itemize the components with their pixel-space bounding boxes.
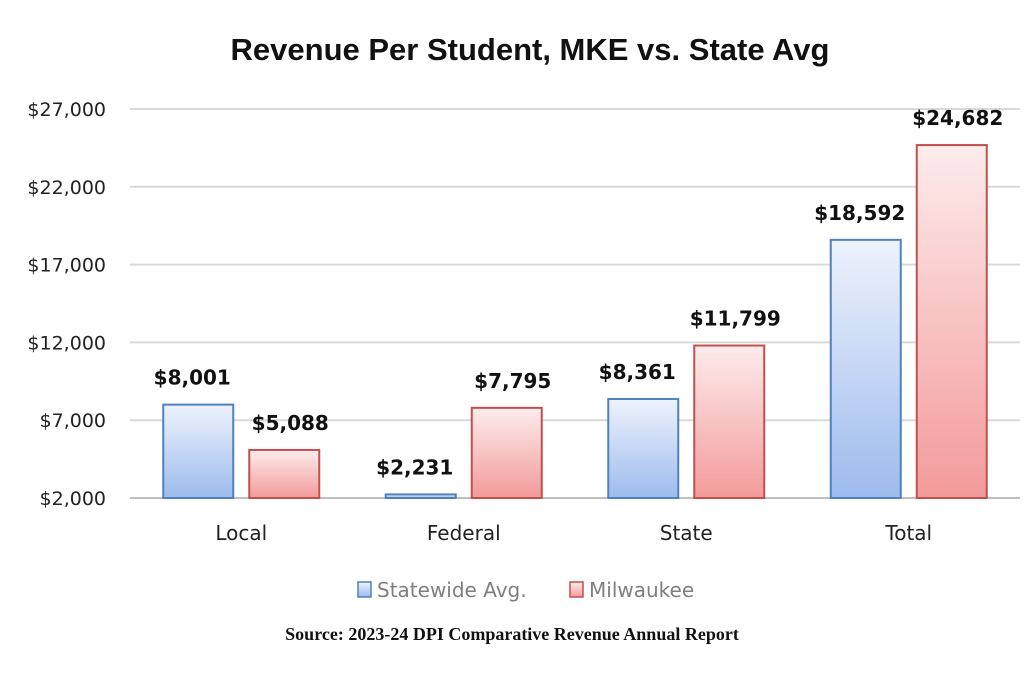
data-label: $8,361	[599, 360, 676, 384]
data-label: $8,001	[154, 366, 231, 390]
data-label: $7,795	[474, 369, 551, 393]
y-tick-label: $27,000	[27, 99, 106, 121]
bars	[162, 144, 988, 500]
source-note: Source: 2023-24 DPI Comparative Revenue …	[285, 624, 739, 644]
bar-statewide-avg-state	[607, 398, 680, 499]
legend-label: Statewide Avg.	[377, 578, 527, 602]
legend-label: Milwaukee	[589, 578, 694, 602]
bar-statewide-avg-local	[162, 403, 235, 500]
bar-milwaukee-local	[248, 448, 321, 499]
y-axis: $2,000 $7,000 $12,000 $17,000 $22,000 $27,000	[27, 99, 106, 510]
legend: Statewide Avg. Milwaukee	[357, 578, 694, 602]
x-tick-label: Total	[884, 521, 932, 545]
y-tick-label: $12,000	[27, 332, 106, 354]
chart-title: Revenue Per Student, MKE vs. State Avg	[231, 32, 830, 67]
bar-statewide-avg-total	[829, 238, 902, 499]
x-tick-label: Federal	[427, 521, 501, 545]
data-label: $5,088	[252, 411, 329, 435]
legend-swatch	[569, 581, 584, 598]
data-label: $2,231	[376, 455, 453, 479]
data-label: $18,592	[814, 201, 905, 225]
y-tick-label: $7,000	[40, 410, 106, 432]
data-labels: $8,001 $5,088 $2,231 $7,795 $8,361 $11,799 $18…	[154, 106, 1004, 479]
bar-milwaukee-state	[693, 344, 766, 499]
data-label: $24,682	[912, 106, 1003, 130]
data-label: $11,799	[690, 307, 781, 331]
x-tick-label: Local	[215, 521, 267, 545]
x-tick-label: State	[660, 521, 713, 545]
y-tick-label: $22,000	[27, 177, 106, 199]
bar-milwaukee-federal	[470, 406, 543, 499]
x-axis: Local Federal State Total	[215, 521, 932, 545]
legend-swatch	[357, 581, 372, 598]
y-tick-label: $17,000	[27, 255, 106, 277]
bar-milwaukee-total	[915, 144, 988, 499]
y-tick-label: $2,000	[40, 488, 106, 510]
bar-statewide-avg-federal	[384, 493, 457, 499]
